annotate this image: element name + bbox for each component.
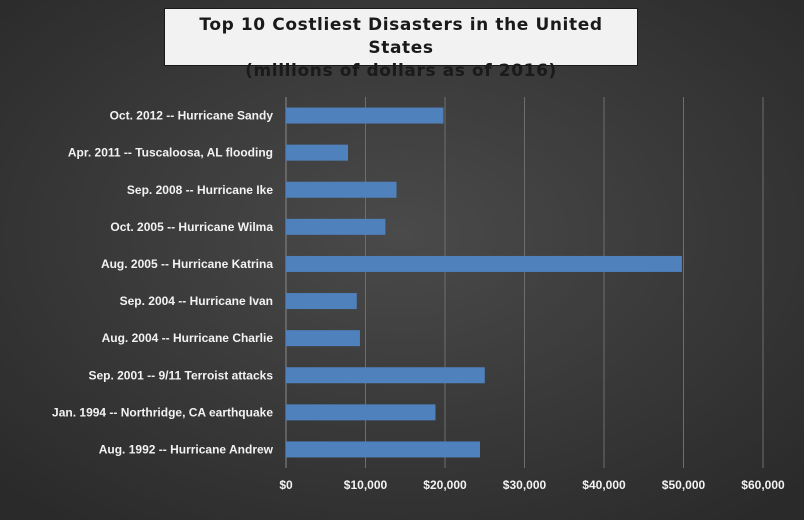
bar: [286, 404, 436, 421]
bar: [286, 367, 485, 384]
category-label: Sep. 2001 -- 9/11 Terroist attacks: [88, 368, 273, 382]
bar: [286, 218, 386, 235]
bar: [286, 255, 682, 272]
bar: [286, 441, 480, 458]
category-label: Aug. 2005 -- Hurricane Katrina: [101, 257, 273, 271]
x-tick-label: $60,000: [741, 478, 785, 492]
x-tick-label: $0: [279, 478, 293, 492]
category-label: Oct. 2012 -- Hurricane Sandy: [110, 109, 274, 123]
category-label: Aug. 2004 -- Hurricane Charlie: [102, 331, 274, 345]
category-label: Oct. 2005 -- Hurricane Wilma: [110, 220, 273, 234]
chart-title: Top 10 Costliest Disasters in the United…: [199, 15, 603, 58]
x-tick-label: $20,000: [423, 478, 467, 492]
bar: [286, 181, 397, 198]
category-label: Jan. 1994 -- Northridge, CA earthquake: [52, 405, 273, 419]
bar: [286, 293, 357, 310]
x-tick-label: $40,000: [582, 478, 626, 492]
bar: [286, 107, 444, 124]
chart-title-box: Top 10 Costliest Disasters in the United…: [164, 8, 638, 81]
x-tick-label: $10,000: [344, 478, 388, 492]
category-label: Sep. 2008 -- Hurricane Ike: [127, 183, 273, 197]
category-label: Aug. 1992 -- Hurricane Andrew: [99, 442, 274, 456]
bar: [286, 330, 360, 347]
category-label: Apr. 2011 -- Tuscaloosa, AL flooding: [68, 146, 273, 160]
x-tick-labels: $0 $10,000 $20,000 $30,000 $40,000 $50,000 $60…: [279, 478, 785, 492]
x-tick-label: $30,000: [503, 478, 547, 492]
chart-subtitle: (millions of dollars as of 2016): [245, 61, 557, 81]
x-tick-label: $50,000: [662, 478, 706, 492]
category-labels: Oct. 2012 -- Hurricane Sandy Apr. 2011 --…: [52, 109, 274, 457]
bar: [286, 144, 349, 161]
bars: [286, 107, 682, 458]
category-label: Sep. 2004 -- Hurricane Ivan: [120, 294, 273, 308]
